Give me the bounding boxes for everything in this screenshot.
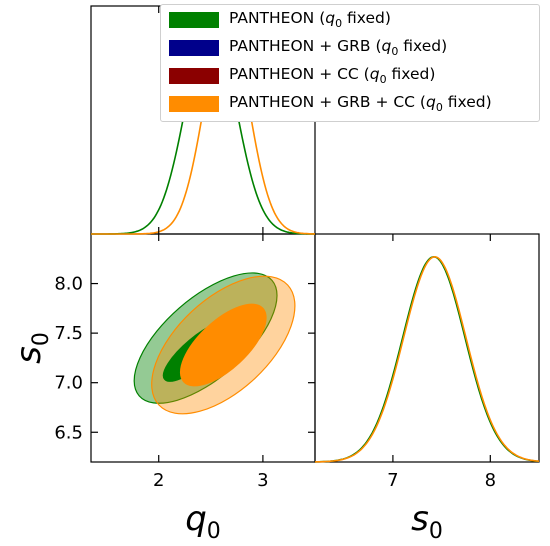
legend-swatch [169, 40, 219, 56]
q0-bottom-tick-label: 3 [257, 470, 268, 491]
legend-label: PANTHEON (q0 fixed) [229, 9, 391, 31]
legend-label: PANTHEON + CC (q0 fixed) [229, 65, 436, 87]
y-axis-label-s0-sub: 0 [29, 332, 54, 346]
s0-left-tick-label: 8.0 [54, 274, 83, 295]
legend-item: PANTHEON + GRB + CC (q0 fixed) [169, 92, 492, 116]
s0-left-tick-label: 7.0 [54, 373, 83, 394]
s0-marginal-curve-1 [314, 255, 540, 463]
s0-marginal-curve-0 [314, 255, 540, 463]
chart-marks [91, 21, 540, 463]
x-axis-label-q0-sub: 0 [207, 519, 221, 544]
legend-swatch [169, 12, 219, 28]
chart-ticks: 2 3 6.5 7.0 7.5 8.0 7 8 [54, 6, 496, 491]
legend-swatch [169, 68, 219, 84]
x-axis-label-q0-base: q [185, 499, 207, 539]
x-axis-label-s0: s0 [411, 499, 443, 544]
legend-swatch [169, 96, 219, 112]
legend-item: PANTHEON (q0 fixed) [169, 8, 391, 32]
contour-68-series-1 [179, 303, 267, 387]
x-axis-label-q0: q0 [185, 499, 221, 544]
s0-left-tick-label: 6.5 [54, 422, 83, 443]
legend: PANTHEON (q0 fixed) PANTHEON + GRB (q0 f… [160, 4, 540, 122]
q0-bottom-tick-label: 2 [153, 470, 164, 491]
s0-bottom-tick-label: 8 [485, 470, 496, 491]
x-axis-label-s0-sub: 0 [429, 519, 443, 544]
y-axis-label-s0: s0 [9, 332, 54, 364]
legend-label: PANTHEON + GRB + CC (q0 fixed) [229, 93, 492, 115]
y-axis-label-s0-base: s [9, 346, 49, 364]
legend-item: PANTHEON + GRB (q0 fixed) [169, 36, 447, 60]
s0-bottom-tick-label: 7 [387, 470, 398, 491]
legend-label: PANTHEON + GRB (q0 fixed) [229, 37, 448, 59]
x-axis-label-s0-base: s [411, 499, 429, 539]
panel-marginal-s0-frame [314, 233, 540, 463]
legend-item: PANTHEON + CC (q0 fixed) [169, 64, 435, 88]
s0-left-tick-label: 7.5 [54, 323, 83, 344]
